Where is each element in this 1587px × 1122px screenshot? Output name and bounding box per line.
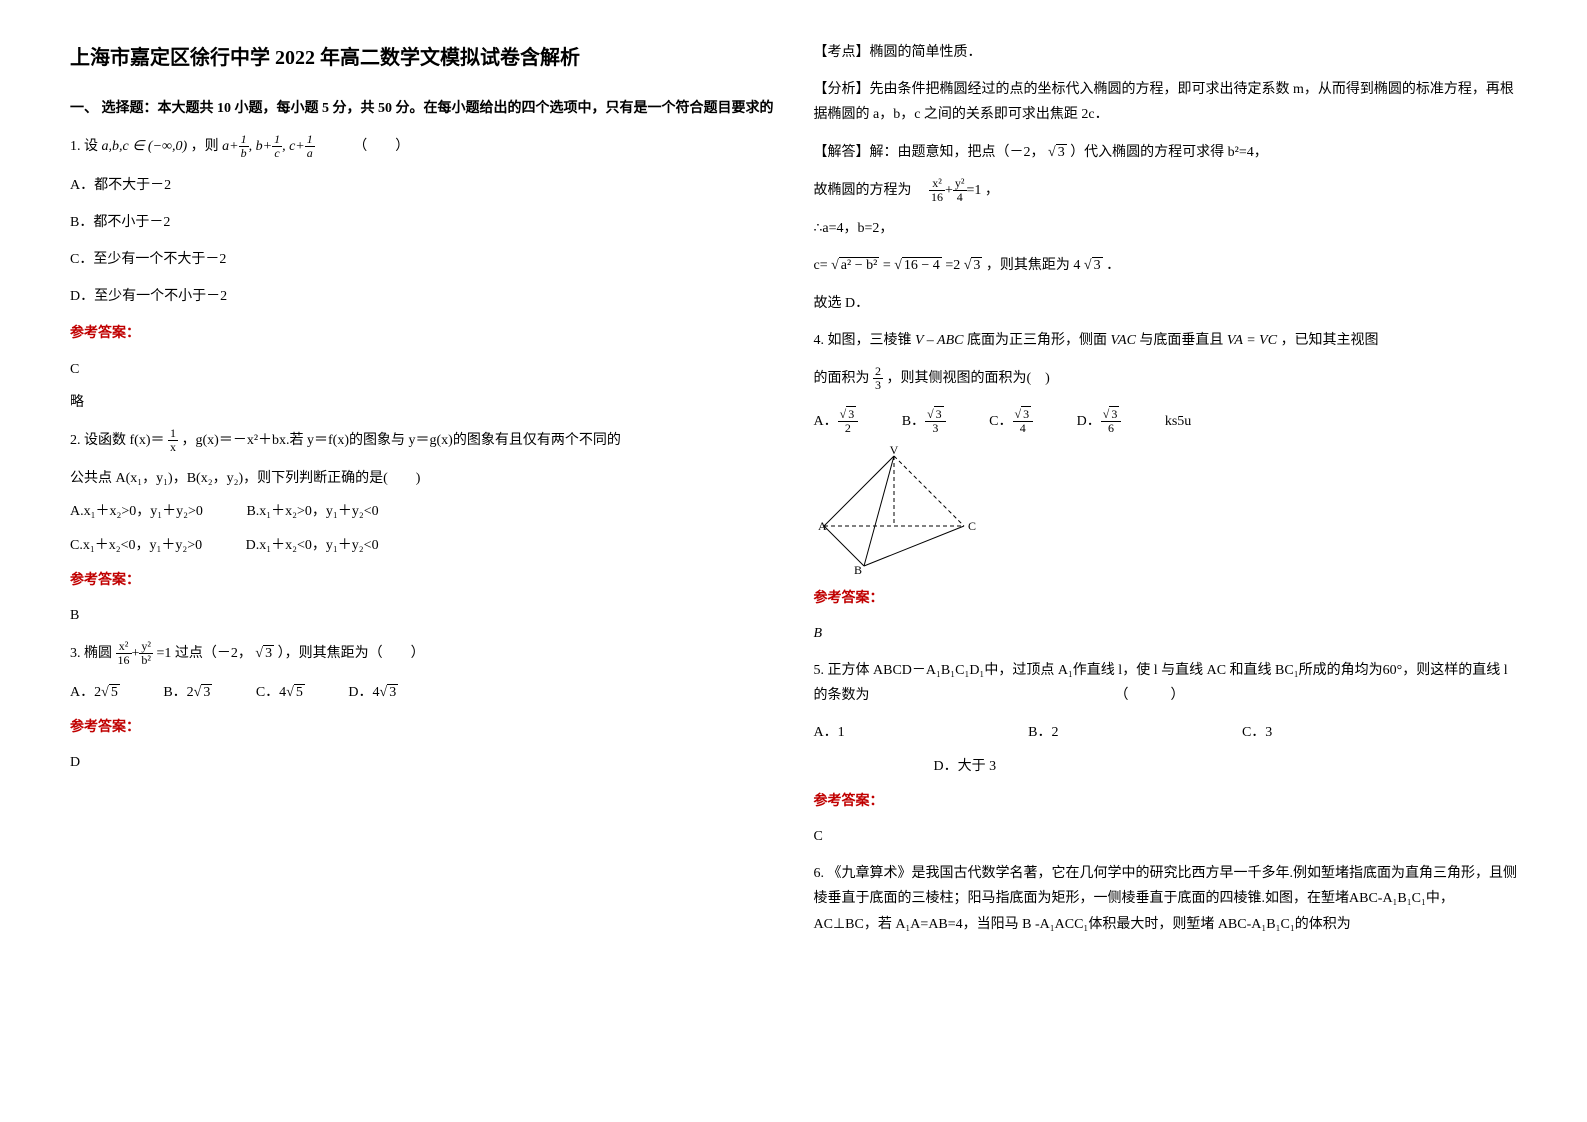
q3-jieda: 【解答】解：由题意知，把点（－2， √3 ）代入椭圆的方程可求得 b²=4， bbox=[814, 140, 1518, 165]
question-5: 5. 正方体 ABCD－A₁B₁C₁D₁中，过顶点 A₁作直线 l，使 l 与直… bbox=[814, 658, 1518, 708]
q4-line2: 的面积为 23 ，则其侧视图的面积为( ) bbox=[814, 365, 1518, 392]
q3-prefix: 3. 椭圆 bbox=[70, 646, 112, 661]
q5-opts: A．1 B．2 C．3 bbox=[814, 720, 1518, 745]
q1-optD: D．至少有一个不小于－2 bbox=[70, 284, 774, 309]
q5-answer-label: 参考答案： bbox=[814, 789, 1518, 814]
q1-set-expr: a,b,c ∈ (−∞,0) bbox=[102, 139, 188, 154]
question-4: 4. 如图，三棱锥 V – ABC 底面为正三角形，侧面 VAC 与底面垂直且 … bbox=[814, 328, 1518, 353]
q3-jieda-p2: ）代入椭圆的方程可求得 b²=4， bbox=[1070, 145, 1268, 160]
right-column: 【考点】椭圆的简单性质． 【分析】先由条件把椭圆经过的点的坐标代入椭圆的方程，即… bbox=[794, 40, 1538, 1082]
diagram-label-v: V bbox=[889, 446, 898, 457]
q3-optB: B．2√3 bbox=[163, 680, 212, 705]
q2-opts-row1: A.x₁＋x₂>0，y₁＋y₂>0 B.x₁＋x₂>0，y₁＋y₂<0 bbox=[70, 499, 774, 524]
q4-answer: B bbox=[814, 621, 1518, 646]
q3-fenxi: 【分析】先由条件把椭圆经过的点的坐标代入椭圆的方程，即可求出待定系数 m，从而得… bbox=[814, 77, 1518, 127]
q3-c-line: c= √a² − b² = √16 − 4 =2 √3 ，则其焦距为 4 √3 … bbox=[814, 253, 1518, 278]
q4-ks5u: ks5u bbox=[1165, 414, 1191, 429]
q4-vabc: V – ABC bbox=[915, 333, 964, 348]
q3-opts: A．2√5 B．2√3 C．4√5 D．4√3 bbox=[70, 680, 774, 705]
q1-answer-label: 参考答案： bbox=[70, 321, 774, 346]
q5-optB: B．2 bbox=[1028, 720, 1058, 745]
q4-p2: 底面为正三角形，侧面 bbox=[967, 333, 1107, 348]
q5-optC: C．3 bbox=[1242, 720, 1272, 745]
q4-answer-label: 参考答案： bbox=[814, 586, 1518, 611]
question-1: 1. 设 a,b,c ∈ (−∞,0) ，则 a+1b, b+1c, c+1a … bbox=[70, 133, 774, 160]
q2-optC: C.x₁＋x₂<0，y₁＋y₂>0 bbox=[70, 533, 202, 558]
q3-text3: ），则其焦距为（ ） bbox=[278, 646, 425, 661]
q5-answer: C bbox=[814, 824, 1518, 849]
q3-optA: A．2√5 bbox=[70, 680, 120, 705]
diagram-label-c: C bbox=[968, 519, 976, 533]
q4-p5: 的面积为 bbox=[814, 371, 870, 386]
q4-opts: A．√32 B．√33 C．√34 D．√36 ks5u bbox=[814, 408, 1518, 435]
diagram-label-a: A bbox=[818, 519, 827, 533]
q4-p3: 与底面垂直且 bbox=[1139, 333, 1223, 348]
q1-expr: a+1b, b+1c, c+1a bbox=[222, 139, 318, 154]
q3-answer: D bbox=[70, 750, 774, 775]
diagram-label-b: B bbox=[854, 563, 862, 576]
q3-eq-expr: x²16+y²4=1 bbox=[929, 183, 985, 198]
q3-ellipse-eq: x²16+y²b² bbox=[116, 646, 157, 661]
q4-p6: ，则其侧视图的面积为( ) bbox=[887, 371, 1050, 386]
q3-jieda-p1: 【解答】解：由题意知，把点（－2， bbox=[814, 145, 1045, 160]
section1-header: 一、 选择题：本大题共 10 小题，每小题 5 分，共 50 分。在每小题给出的… bbox=[70, 96, 774, 121]
q4-optD: D．√36 bbox=[1077, 408, 1122, 435]
q5-optA: A．1 bbox=[814, 720, 845, 745]
left-column: 上海市嘉定区徐行中学 2022 年高二数学文模拟试卷含解析 一、 选择题：本大题… bbox=[50, 40, 794, 1082]
q3-sqrt3a: √3 bbox=[255, 645, 274, 661]
q2-frac: 1x bbox=[168, 427, 178, 454]
q3-c-sqrt4: √3 bbox=[1084, 257, 1103, 273]
q3-c-end: ． bbox=[1106, 258, 1120, 273]
q3-optD: D．4√3 bbox=[348, 680, 398, 705]
q3-c-mid: = bbox=[883, 258, 891, 273]
q3-eq-suffix: ， bbox=[985, 183, 999, 198]
q3-text2: =1 过点（－2， bbox=[157, 646, 252, 661]
q4-frac23: 23 bbox=[873, 365, 883, 392]
q2-p2: ，g(x)＝－x²＋bx.若 y＝f(x)的图象与 y＝g(x)的图象有且仅有两… bbox=[182, 433, 621, 448]
q2-optB: B.x₁＋x₂>0，y₁＋y₂<0 bbox=[246, 499, 378, 524]
q2-optA: A.x₁＋x₂>0，y₁＋y₂>0 bbox=[70, 499, 203, 524]
q3-answer-label: 参考答案： bbox=[70, 715, 774, 740]
q4-p4: ，已知其主视图 bbox=[1281, 333, 1379, 348]
q2-p3: 公共点 A(x₁，y₁)，B(x₂，y₂)，则下列判断正确的是( ) bbox=[70, 466, 774, 491]
q2-p1: 2. 设函数 f(x)＝ bbox=[70, 433, 165, 448]
q3-c-sqrt1: √a² − b² bbox=[831, 257, 879, 273]
q3-conclusion: 故选 D． bbox=[814, 291, 1518, 316]
q3-eq-prefix: 故椭圆的方程为 bbox=[814, 183, 926, 198]
q2-opts-row2: C.x₁＋x₂<0，y₁＋y₂>0 D.x₁＋x₂<0，y₁＋y₂<0 bbox=[70, 533, 774, 558]
q1-note: 略 bbox=[70, 390, 774, 415]
q3-c-mid2: =2 bbox=[945, 258, 960, 273]
q4-optC: C．√34 bbox=[989, 408, 1033, 435]
q3-optC: C．4√5 bbox=[256, 680, 305, 705]
q4-p1: 4. 如图，三棱锥 bbox=[814, 333, 912, 348]
q4-optA: A．√32 bbox=[814, 408, 859, 435]
q3-c-suffix: ，则其焦距为 4 bbox=[986, 258, 1081, 273]
q4-vavc: VA = VC bbox=[1227, 333, 1277, 348]
q2-answer: B bbox=[70, 603, 774, 628]
q1-paren: （ ） bbox=[318, 139, 409, 154]
q3-kaodian: 【考点】椭圆的简单性质． bbox=[814, 40, 1518, 65]
q1-answer: C bbox=[70, 357, 774, 382]
q3-eq-line: 故椭圆的方程为 x²16+y²4=1 ， bbox=[814, 177, 1518, 204]
q4-optB: B．√33 bbox=[902, 408, 946, 435]
q3-ab: ∴a=4，b=2， bbox=[814, 216, 1518, 241]
question-3: 3. 椭圆 x²16+y²b² =1 过点（－2， √3 ），则其焦距为（ ） bbox=[70, 640, 774, 667]
q3-c-sqrt3: √3 bbox=[964, 257, 983, 273]
q1-optB: B．都不小于－2 bbox=[70, 210, 774, 235]
q4-diagram: V A C B bbox=[814, 446, 984, 576]
q3-c-prefix: c= bbox=[814, 258, 828, 273]
q4-vac: VAC bbox=[1111, 333, 1136, 348]
q1-optA: A．都不大于－2 bbox=[70, 173, 774, 198]
q5-optD: D．大于 3 bbox=[934, 754, 1518, 779]
q1-cond: ，则 bbox=[191, 139, 219, 154]
question-6: 6. 《九章算术》是我国古代数学名著，它在几何学中的研究比西方早一千多年.例如堑… bbox=[814, 861, 1518, 937]
page-title: 上海市嘉定区徐行中学 2022 年高二数学文模拟试卷含解析 bbox=[70, 40, 774, 76]
q1-prefix: 1. 设 bbox=[70, 139, 98, 154]
q1-optC: C．至少有一个不大于－2 bbox=[70, 247, 774, 272]
question-2: 2. 设函数 f(x)＝ 1x ，g(x)＝－x²＋bx.若 y＝f(x)的图象… bbox=[70, 427, 774, 454]
q3-jieda-sqrt: √3 bbox=[1048, 144, 1067, 160]
q2-optD: D.x₁＋x₂<0，y₁＋y₂<0 bbox=[246, 533, 379, 558]
q2-answer-label: 参考答案： bbox=[70, 568, 774, 593]
q3-c-sqrt2: √16 − 4 bbox=[894, 257, 942, 273]
